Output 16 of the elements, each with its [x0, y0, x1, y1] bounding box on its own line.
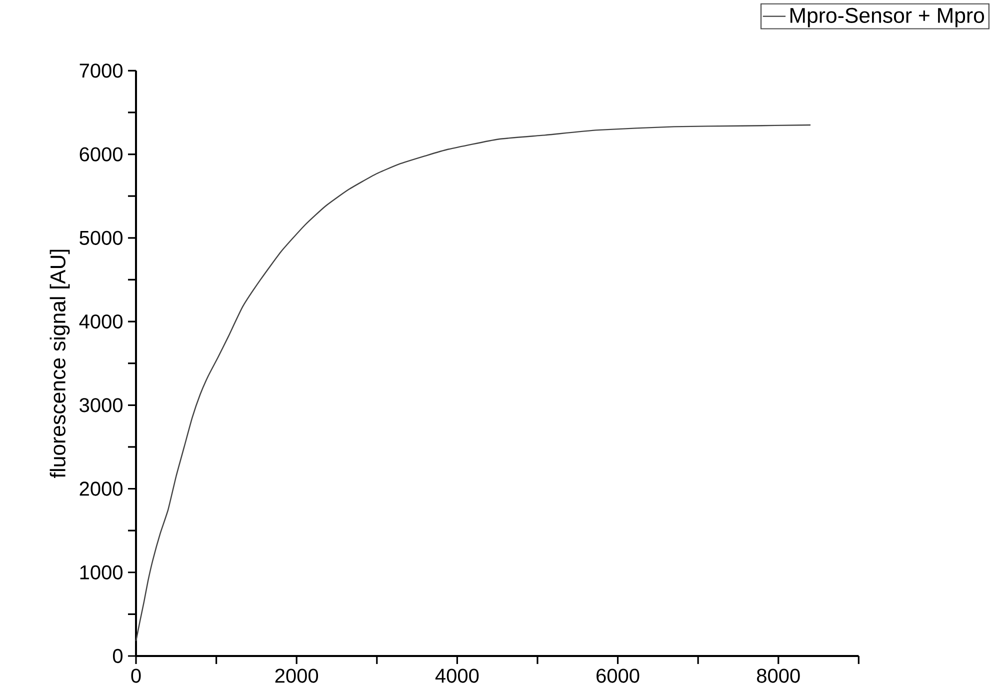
- x-tick-label: 8000: [757, 668, 800, 683]
- y-tick-label: 1000: [80, 565, 123, 580]
- x-tick-label: 4000: [435, 668, 479, 683]
- legend-label: Mpro-Sensor + Mpro: [790, 8, 984, 28]
- x-tick-label: 0: [131, 668, 141, 683]
- y-tick-label: 3000: [80, 398, 123, 412]
- y-tick-label: 2000: [80, 482, 123, 496]
- y-tick-label: 5000: [80, 230, 123, 245]
- y-tick-label: 4000: [79, 314, 123, 329]
- y-axis-title: fluorescence signal [AU]: [50, 250, 70, 478]
- y-tick-label: 7000: [80, 64, 123, 78]
- line-series: [135, 124, 812, 642]
- y-tick-label: 6000: [80, 147, 123, 162]
- x-tick-label: 6000: [596, 668, 640, 683]
- x-tick-label: 2000: [275, 668, 318, 683]
- y-tick-label: 0: [112, 648, 123, 664]
